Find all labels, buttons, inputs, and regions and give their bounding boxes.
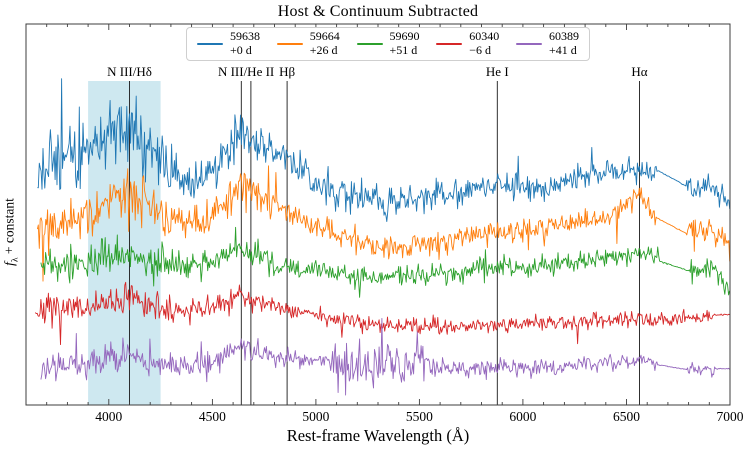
y-axis-label-sub: λ xyxy=(9,257,21,263)
legend: 59638 +0 d 59664 +26 d 59690 +51 d 60340 −6 d 60… xyxy=(186,27,590,61)
x-tick-label: 5000 xyxy=(302,409,329,424)
legend-mjd: 59664 xyxy=(309,29,340,44)
spectrum-60389 xyxy=(40,317,730,396)
chart-title: Host & Continuum Subtracted xyxy=(277,3,479,20)
legend-phase: +0 d xyxy=(230,43,252,57)
feature-label: N III/Hδ xyxy=(107,64,152,79)
legend-label: 60389 +41 d xyxy=(549,29,579,58)
x-tick-label: 6500 xyxy=(613,409,640,424)
legend-mjd: 59638 xyxy=(230,29,260,44)
legend-phase: −6 d xyxy=(469,43,492,57)
legend-mjd: 60340 xyxy=(469,29,500,44)
spectrum-59638 xyxy=(37,78,731,223)
legend-line-sample xyxy=(516,43,542,45)
x-tick-label: 7000 xyxy=(717,409,744,424)
legend-label: 59664 +26 d xyxy=(309,29,340,58)
x-tick-label: 6000 xyxy=(509,409,536,424)
spectrum-59690 xyxy=(40,226,730,298)
legend-line-sample xyxy=(197,43,223,45)
legend-label: 59638 +0 d xyxy=(230,29,260,58)
legend-phase: +51 d xyxy=(389,43,418,57)
x-tick-label: 4000 xyxy=(95,409,122,424)
legend-line-sample xyxy=(276,43,303,45)
feature-label: N III/He II xyxy=(218,64,274,79)
legend-line-sample xyxy=(436,43,463,45)
x-tick-label: 4500 xyxy=(199,409,226,424)
y-axis-label: fλ + constant xyxy=(2,198,21,266)
legend-item-60389: 60389 +41 d xyxy=(516,29,579,58)
x-axis-label: Rest-frame Wavelength (Å) xyxy=(286,426,470,445)
x-tick-label: 5500 xyxy=(406,409,433,424)
legend-label: 59690 +51 d xyxy=(389,29,420,58)
y-axis-label-rest: + constant xyxy=(1,198,17,258)
legend-line-sample xyxy=(356,43,383,45)
y-axis-label-f: f xyxy=(1,262,17,266)
legend-phase: +26 d xyxy=(309,43,338,57)
legend-mjd: 59690 xyxy=(389,29,420,44)
legend-item-60340: 60340 −6 d xyxy=(436,29,500,58)
legend-item-59664: 59664 +26 d xyxy=(276,29,340,58)
legend-phase: +41 d xyxy=(549,43,577,57)
legend-item-59638: 59638 +0 d xyxy=(197,29,260,58)
legend-mjd: 60389 xyxy=(549,29,579,44)
feature-label: Hα xyxy=(631,64,647,79)
legend-item-59690: 59690 +51 d xyxy=(356,29,420,58)
feature-label: He I xyxy=(486,64,509,79)
feature-label: Hβ xyxy=(279,64,295,79)
spectrum-59664 xyxy=(36,165,731,282)
legend-label: 60340 −6 d xyxy=(469,29,500,58)
